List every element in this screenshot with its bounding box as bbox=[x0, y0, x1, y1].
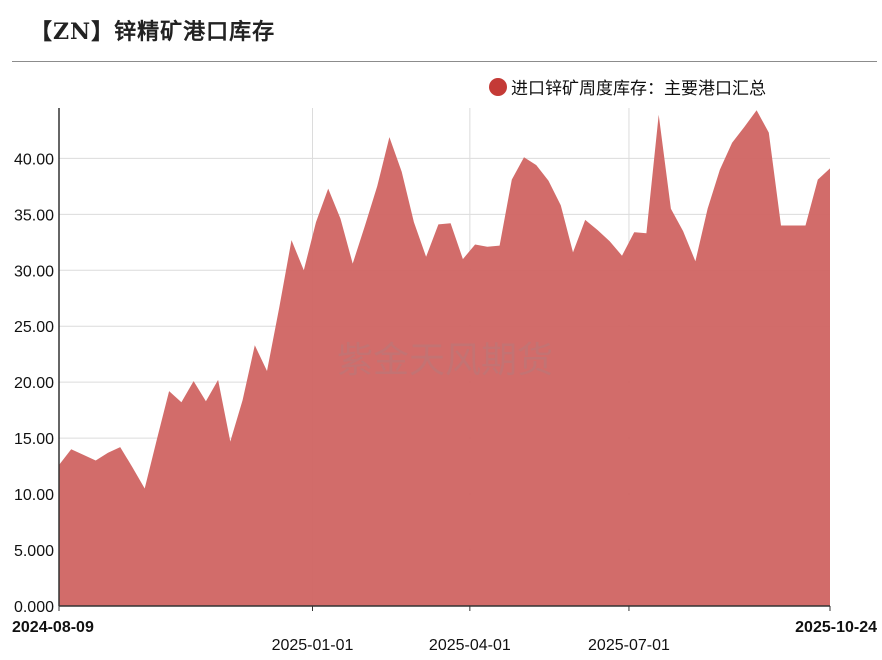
y-tick-label: 20.00 bbox=[14, 375, 54, 392]
y-tick-label: 15.00 bbox=[14, 431, 54, 448]
x-tick-label: 2025-10-24 bbox=[795, 619, 877, 636]
y-tick-label: 35.00 bbox=[14, 207, 54, 224]
y-tick-label: 40.00 bbox=[14, 151, 54, 168]
x-axis-ticks: 2024-08-09 2025-01-01 2025-04-01 2025-07-01… bbox=[12, 606, 877, 654]
x-tick-label: 2025-07-01 bbox=[588, 637, 670, 654]
watermark-text: 紫金天风期货 bbox=[337, 340, 553, 381]
legend-marker-icon bbox=[489, 77, 507, 96]
x-tick-label: 2024-08-09 bbox=[12, 619, 94, 636]
chart-title: 【ZN】锌精矿港口库存 bbox=[30, 19, 276, 45]
series-area-layer bbox=[59, 110, 830, 606]
y-axis-ticks: 0.000 5.000 10.00 15.00 20.00 25.00 30.00 35.00… bbox=[14, 151, 54, 616]
chart-legend[interactable]: 进口锌矿周度库存：主要港口汇总 bbox=[489, 74, 766, 99]
chart-axes bbox=[58, 108, 830, 607]
y-tick-label: 30.00 bbox=[14, 263, 54, 280]
series-area bbox=[59, 110, 830, 606]
y-tick-label: 25.00 bbox=[14, 319, 54, 336]
title-divider bbox=[12, 61, 877, 62]
y-tick-label: 0.000 bbox=[14, 599, 54, 616]
x-tick-label: 2025-04-01 bbox=[429, 637, 511, 654]
legend-label: 进口锌矿周度库存：主要港口汇总 bbox=[511, 79, 766, 99]
y-tick-label: 10.00 bbox=[14, 487, 54, 504]
y-tick-label: 5.000 bbox=[14, 543, 54, 560]
x-tick-label: 2025-01-01 bbox=[272, 637, 354, 654]
